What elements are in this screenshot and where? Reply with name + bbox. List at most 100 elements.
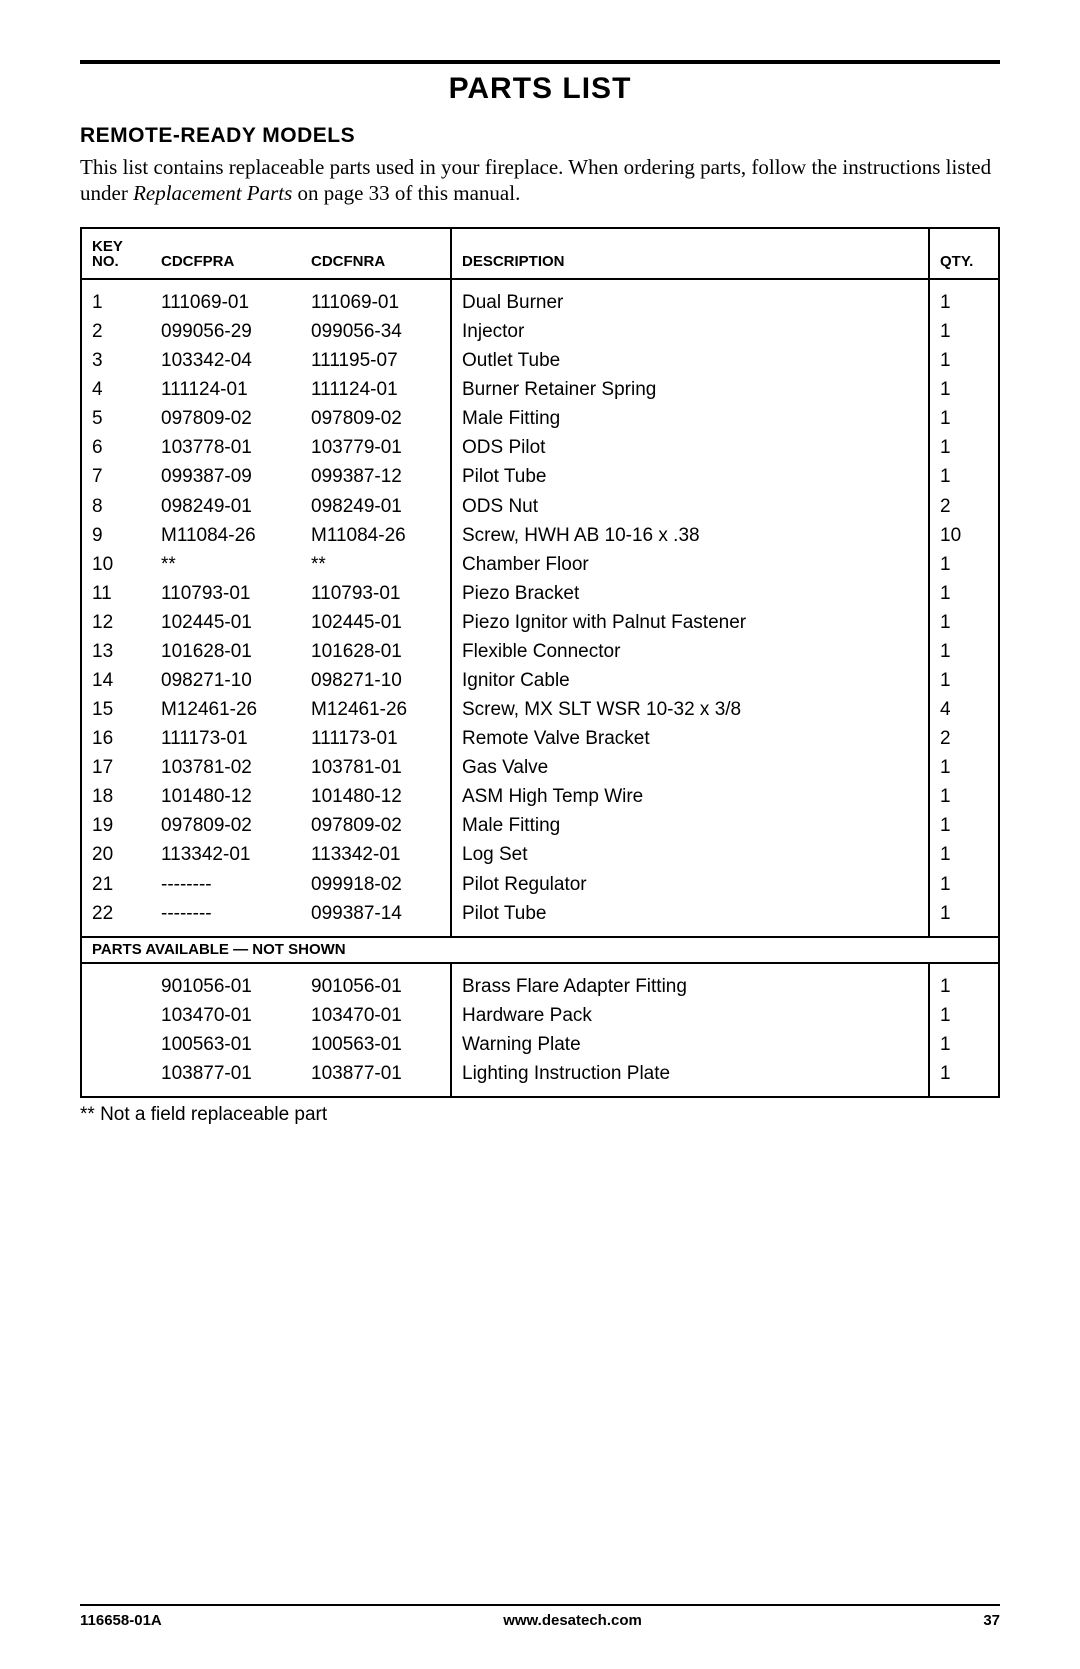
cell-key (81, 1059, 151, 1097)
tbody-notshown: 901056-01901056-01Brass Flare Adapter Fi… (81, 963, 999, 1097)
cell-key: 16 (81, 724, 151, 753)
table-row: 7099387-09099387-12Pilot Tube1 (81, 462, 999, 491)
table-row: 103470-01103470-01Hardware Pack1 (81, 1001, 999, 1030)
col-header-cdcfnra: CDCFNRA (301, 228, 451, 280)
cell-description: Gas Valve (451, 753, 929, 782)
cell-description: Lighting Instruction Plate (451, 1059, 929, 1097)
cell-cdcfpra: ** (151, 550, 301, 579)
cell-qty: 1 (929, 1030, 999, 1059)
cell-key: 9 (81, 521, 151, 550)
cell-key: 18 (81, 782, 151, 811)
footer-left: 116658-01A (80, 1612, 162, 1629)
cell-description: ODS Nut (451, 492, 929, 521)
cell-cdcfnra: 099387-12 (301, 462, 451, 491)
cell-qty: 1 (929, 899, 999, 937)
cell-cdcfnra: 098249-01 (301, 492, 451, 521)
cell-cdcfnra: 098271-10 (301, 666, 451, 695)
col-header-qty: QTY. (929, 228, 999, 280)
cell-cdcfpra: 098271-10 (151, 666, 301, 695)
cell-description: Dual Burner (451, 279, 929, 317)
table-row: 12102445-01102445-01Piezo Ignitor with P… (81, 608, 999, 637)
cell-description: Ignitor Cable (451, 666, 929, 695)
cell-description: Flexible Connector (451, 637, 929, 666)
cell-cdcfpra: -------- (151, 899, 301, 937)
cell-description: Hardware Pack (451, 1001, 929, 1030)
cell-cdcfnra: 103877-01 (301, 1059, 451, 1097)
cell-qty: 1 (929, 608, 999, 637)
col-header-cdcfpra: CDCFPRA (151, 228, 301, 280)
cell-key: 12 (81, 608, 151, 637)
cell-cdcfnra: 100563-01 (301, 1030, 451, 1059)
table-row: 21--------099918-02Pilot Regulator1 (81, 870, 999, 899)
cell-description: Injector (451, 317, 929, 346)
cell-cdcfnra: 103781-01 (301, 753, 451, 782)
cell-qty: 1 (929, 317, 999, 346)
cell-cdcfpra: 110793-01 (151, 579, 301, 608)
footer: 116658-01A www.desatech.com 37 (80, 1612, 1000, 1629)
col-header-key: KEY NO. (81, 228, 151, 280)
cell-qty: 1 (929, 753, 999, 782)
cell-key: 22 (81, 899, 151, 937)
cell-description: Remote Valve Bracket (451, 724, 929, 753)
top-rule (80, 60, 1000, 64)
cell-qty: 2 (929, 724, 999, 753)
cell-cdcfnra: 111069-01 (301, 279, 451, 317)
cell-cdcfnra: 097809-02 (301, 404, 451, 433)
cell-key: 13 (81, 637, 151, 666)
parts-table: KEY NO. CDCFPRA CDCFNRA DESCRIPTION QTY.… (80, 227, 1000, 1098)
table-row: 10****Chamber Floor1 (81, 550, 999, 579)
cell-key: 11 (81, 579, 151, 608)
cell-cdcfpra: 111173-01 (151, 724, 301, 753)
cell-key: 7 (81, 462, 151, 491)
cell-cdcfpra: 103342-04 (151, 346, 301, 375)
section-label: PARTS AVAILABLE — NOT SHOWN (81, 937, 999, 963)
cell-qty: 1 (929, 346, 999, 375)
cell-cdcfnra: 110793-01 (301, 579, 451, 608)
cell-description: Log Set (451, 840, 929, 869)
cell-cdcfpra: 099387-09 (151, 462, 301, 491)
cell-key: 5 (81, 404, 151, 433)
cell-cdcfnra: 111173-01 (301, 724, 451, 753)
cell-description: ASM High Temp Wire (451, 782, 929, 811)
page-title: PARTS LIST (80, 72, 1000, 106)
cell-key: 3 (81, 346, 151, 375)
cell-cdcfpra: 101480-12 (151, 782, 301, 811)
cell-key: 14 (81, 666, 151, 695)
cell-qty: 10 (929, 521, 999, 550)
cell-description: Pilot Regulator (451, 870, 929, 899)
cell-qty: 1 (929, 963, 999, 1001)
cell-qty: 1 (929, 1059, 999, 1097)
cell-description: Screw, HWH AB 10-16 x .38 (451, 521, 929, 550)
cell-cdcfpra: 102445-01 (151, 608, 301, 637)
cell-qty: 1 (929, 279, 999, 317)
cell-description: Chamber Floor (451, 550, 929, 579)
bottom-rule (80, 1604, 1000, 1606)
cell-cdcfnra: 103779-01 (301, 433, 451, 462)
cell-description: Warning Plate (451, 1030, 929, 1059)
cell-qty: 1 (929, 1001, 999, 1030)
cell-cdcfpra: M11084-26 (151, 521, 301, 550)
cell-qty: 2 (929, 492, 999, 521)
table-row: 4111124-01111124-01Burner Retainer Sprin… (81, 375, 999, 404)
footer-center: www.desatech.com (162, 1612, 984, 1629)
cell-qty: 1 (929, 579, 999, 608)
cell-key: 21 (81, 870, 151, 899)
cell-qty: 1 (929, 404, 999, 433)
table-row: 16111173-01111173-01Remote Valve Bracket… (81, 724, 999, 753)
cell-cdcfpra: 100563-01 (151, 1030, 301, 1059)
cell-cdcfnra: 099056-34 (301, 317, 451, 346)
cell-description: Pilot Tube (451, 899, 929, 937)
cell-cdcfpra: 111124-01 (151, 375, 301, 404)
table-row: 5097809-02097809-02Male Fitting1 (81, 404, 999, 433)
cell-key: 1 (81, 279, 151, 317)
cell-qty: 1 (929, 462, 999, 491)
table-row: 18101480-12101480-12ASM High Temp Wire1 (81, 782, 999, 811)
cell-qty: 1 (929, 811, 999, 840)
table-row: 14098271-10098271-10Ignitor Cable1 (81, 666, 999, 695)
table-row: 3103342-04111195-07Outlet Tube1 (81, 346, 999, 375)
cell-qty: 1 (929, 782, 999, 811)
cell-cdcfpra: -------- (151, 870, 301, 899)
cell-cdcfpra: 111069-01 (151, 279, 301, 317)
table-row: 103877-01103877-01Lighting Instruction P… (81, 1059, 999, 1097)
cell-cdcfpra: 097809-02 (151, 811, 301, 840)
